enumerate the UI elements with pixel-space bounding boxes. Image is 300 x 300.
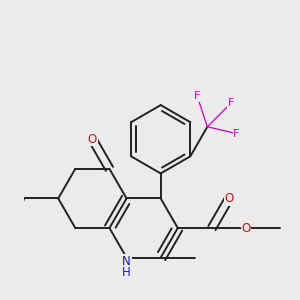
Text: O: O — [224, 192, 234, 205]
Text: N: N — [122, 254, 131, 268]
Text: O: O — [242, 221, 251, 235]
Text: F: F — [228, 98, 235, 108]
Text: F: F — [233, 129, 240, 139]
Text: F: F — [194, 91, 200, 101]
Text: H: H — [122, 266, 131, 280]
Text: O: O — [88, 133, 97, 146]
